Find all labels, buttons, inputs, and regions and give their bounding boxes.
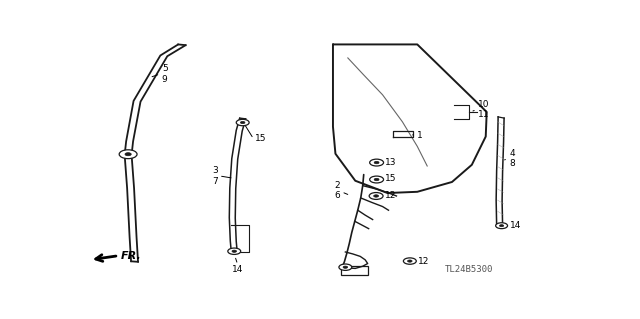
Text: 13: 13 <box>385 158 397 167</box>
Text: 15: 15 <box>385 174 397 183</box>
Text: 5
9: 5 9 <box>162 64 168 84</box>
Text: 2
6: 2 6 <box>335 181 340 200</box>
Circle shape <box>370 159 383 166</box>
Text: 15: 15 <box>255 135 266 144</box>
Circle shape <box>236 119 249 126</box>
Circle shape <box>241 122 245 124</box>
Text: 3
7: 3 7 <box>212 166 218 186</box>
Circle shape <box>119 150 137 159</box>
Circle shape <box>232 250 237 252</box>
Circle shape <box>343 266 348 268</box>
Circle shape <box>408 260 412 262</box>
Circle shape <box>374 161 379 164</box>
Circle shape <box>339 264 352 271</box>
Circle shape <box>228 248 241 255</box>
Circle shape <box>495 223 508 229</box>
FancyBboxPatch shape <box>341 266 368 275</box>
Circle shape <box>374 195 378 197</box>
Text: 1: 1 <box>417 131 423 140</box>
Text: 14: 14 <box>232 265 243 274</box>
Text: FR.: FR. <box>121 251 141 261</box>
Circle shape <box>370 176 383 183</box>
Circle shape <box>403 258 416 264</box>
Circle shape <box>499 225 504 227</box>
Circle shape <box>125 153 131 156</box>
Circle shape <box>369 193 383 199</box>
Text: 12: 12 <box>419 256 429 265</box>
Text: 4
8: 4 8 <box>509 149 515 168</box>
Text: TL24B5300: TL24B5300 <box>445 265 493 274</box>
Text: 12: 12 <box>385 191 396 200</box>
Text: 10
11: 10 11 <box>478 100 490 119</box>
Circle shape <box>374 178 379 181</box>
Text: 14: 14 <box>509 221 521 230</box>
